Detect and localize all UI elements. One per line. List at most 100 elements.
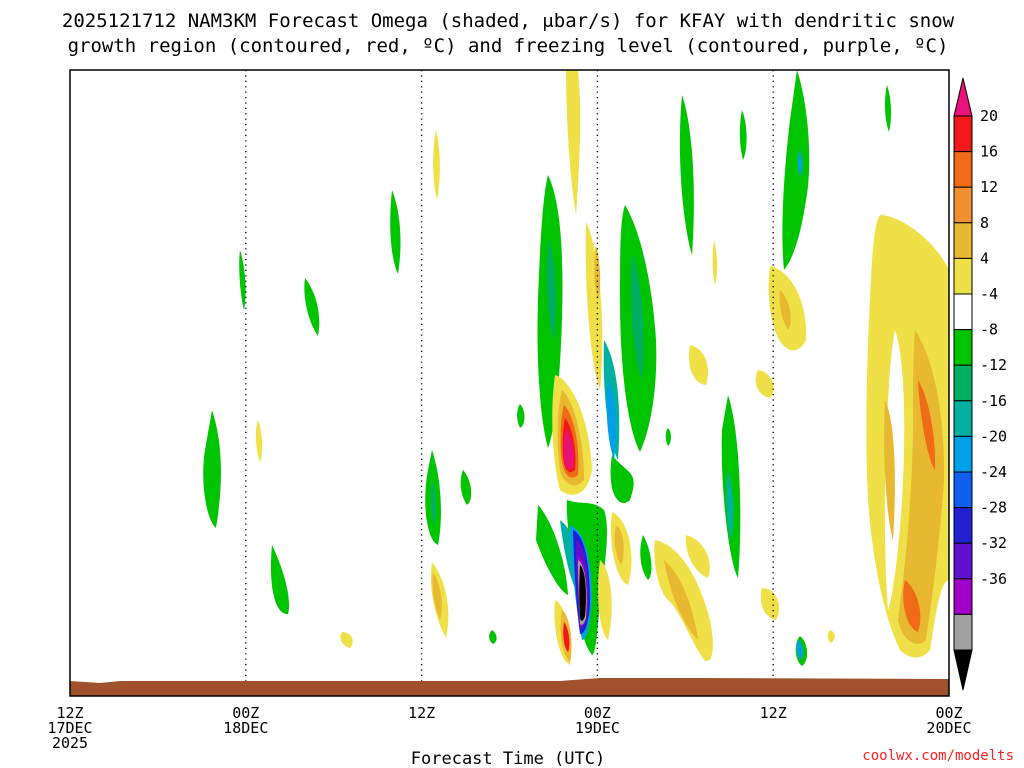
omega-shade <box>546 240 556 340</box>
omega-shade <box>739 110 747 160</box>
omega-shade <box>489 630 497 644</box>
colorbar-swatch <box>953 186 973 224</box>
omega-shade <box>797 150 803 176</box>
omega-shade <box>517 404 525 428</box>
colorbar-label: -20 <box>980 427 1007 445</box>
colorbar-swatch <box>953 578 973 615</box>
omega-shade <box>884 400 895 540</box>
omega-shade <box>688 345 709 385</box>
colorbar-swatch <box>953 115 973 153</box>
colorbar-swatch <box>953 435 973 473</box>
omega-shade <box>304 278 320 336</box>
x-tick-label: 18DEC <box>223 719 268 737</box>
omega-shade <box>239 250 246 310</box>
x-axis-label: Forecast Time (UTC) <box>411 749 605 768</box>
omega-shade <box>579 565 586 621</box>
x-tick-label: 12Z <box>760 704 787 722</box>
omega-shade <box>566 70 581 215</box>
colorbar-label: -32 <box>980 534 1007 552</box>
plot-frame <box>69 69 950 697</box>
colorbar-swatch <box>953 364 973 402</box>
omega-shade <box>433 130 440 200</box>
omega-shade <box>903 580 921 632</box>
omega-shade <box>340 632 353 648</box>
colorbar-swatch <box>953 257 973 295</box>
colorbar-top-arrow <box>953 77 973 117</box>
omega-shade <box>782 70 810 270</box>
x-tick-label: 00Z <box>935 704 962 722</box>
colorbar-swatch <box>953 329 973 366</box>
omega-shade <box>585 222 603 390</box>
x-tick-label: 17DEC <box>47 719 92 737</box>
omega-shade <box>898 330 945 644</box>
colorbar: 20 16 12 8 4 -4 -8 -12 -16 -20 -24 -28 -32 -36 <box>953 77 1007 691</box>
x-tick-label: 00Z <box>584 704 611 722</box>
omega-shade <box>884 85 892 132</box>
omega-shade <box>827 630 835 643</box>
omega-shade <box>536 505 568 595</box>
x-tick-label: 20DEC <box>926 719 971 737</box>
colorbar-swatch <box>953 151 973 188</box>
omega-shade <box>796 640 804 660</box>
colorbar-swatch <box>953 613 973 651</box>
omega-shade <box>918 380 936 470</box>
omega-shade <box>610 455 634 503</box>
colorbar-label: -12 <box>980 356 1007 374</box>
colorbar-swatch <box>953 400 973 437</box>
omega-shade <box>460 470 472 505</box>
chart-title-line-1: 2025121712 NAM3KM Forecast Omega (shaded… <box>62 10 955 32</box>
omega-shade <box>779 290 791 330</box>
omega-shade <box>270 545 290 615</box>
omega-shade <box>432 572 442 620</box>
omega-shade <box>726 470 734 540</box>
omega-shade <box>564 428 574 470</box>
chart-title-line-2: growth region (contoured, red, ºC) and f… <box>68 35 949 57</box>
omega-shade <box>685 535 710 578</box>
colorbar-swatch <box>953 471 973 509</box>
omega-shade <box>594 245 601 300</box>
omega-shade <box>390 190 401 274</box>
omega-shade <box>712 240 718 285</box>
colorbar-swatch <box>953 507 973 544</box>
omega-shade <box>606 380 616 460</box>
colorbar-label: -4 <box>980 285 998 303</box>
omega-shade <box>630 255 644 380</box>
x-tick-label: 12Z <box>408 704 435 722</box>
x-tick-label: 2025 <box>52 734 88 752</box>
omega-shade <box>665 428 671 446</box>
colorbar-label: 12 <box>980 178 998 196</box>
colorbar-swatch <box>953 542 973 580</box>
colorbar-label: -8 <box>980 321 998 339</box>
colorbar-label: -28 <box>980 499 1007 517</box>
colorbar-label: 8 <box>980 214 989 232</box>
omega-shade <box>760 588 780 620</box>
credit-text: coolwx.com/modelts <box>862 748 1014 764</box>
ground-terrain <box>70 678 949 696</box>
omega-shade <box>614 525 624 565</box>
colorbar-bottom-arrow <box>953 649 973 691</box>
omega-shading <box>203 70 949 666</box>
colorbar-label: -16 <box>980 392 1007 410</box>
omega-shade <box>640 535 652 580</box>
omega-shade <box>430 480 437 525</box>
omega-shade <box>598 560 612 640</box>
x-tick-label: 00Z <box>232 704 259 722</box>
plot-background <box>70 70 949 696</box>
omega-shade <box>664 560 698 640</box>
colorbar-label: -36 <box>980 570 1007 588</box>
omega-shade <box>203 410 221 528</box>
omega-shade <box>563 622 570 652</box>
colorbar-swatch <box>953 222 973 259</box>
omega-shade <box>679 95 694 255</box>
omega-shade <box>255 420 263 462</box>
colorbar-label: 16 <box>980 143 998 161</box>
colorbar-label: 20 <box>980 107 998 125</box>
colorbar-label: 4 <box>980 249 989 267</box>
colorbar-label: -24 <box>980 463 1007 481</box>
colorbar-swatch <box>953 293 973 331</box>
omega-shade <box>755 370 774 398</box>
x-tick-label: 19DEC <box>575 719 620 737</box>
x-tick-label: 12Z <box>56 704 83 722</box>
